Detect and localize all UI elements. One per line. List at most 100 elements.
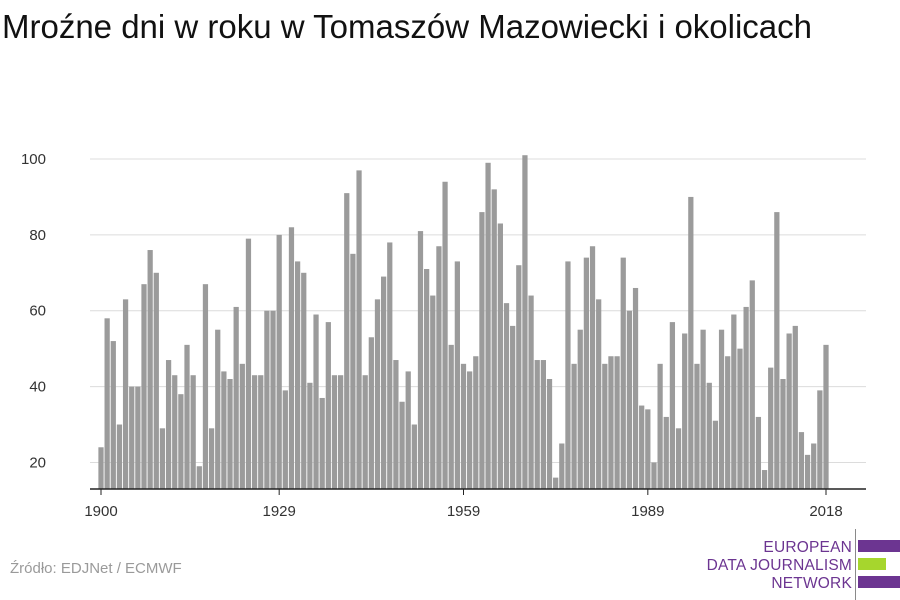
- bar: [411, 424, 417, 489]
- bar: [645, 409, 651, 489]
- bar: [288, 227, 295, 489]
- bar: [141, 284, 147, 489]
- logo-divider: [855, 529, 856, 600]
- bar: [227, 379, 233, 489]
- bar: [448, 344, 454, 489]
- bar: [381, 276, 387, 489]
- bar: [368, 337, 374, 489]
- bar: [122, 299, 129, 489]
- bar: [479, 212, 485, 489]
- source-note: Źródło: EDJNet / ECMWF: [10, 560, 182, 577]
- logo-line-european: EUROPEAN: [763, 539, 852, 556]
- bar: [632, 287, 639, 489]
- bar: [737, 348, 743, 489]
- bar: [153, 272, 159, 489]
- bar: [786, 333, 792, 489]
- y-tick-label: 100: [21, 151, 46, 168]
- bar: [270, 310, 276, 489]
- bar: [362, 375, 368, 489]
- bar: [571, 363, 577, 489]
- bar: [399, 401, 405, 489]
- bar: [350, 253, 356, 489]
- bar: [528, 295, 534, 489]
- x-tick-label: 1900: [84, 503, 117, 520]
- bar: [718, 329, 725, 489]
- bar: [503, 303, 510, 489]
- bar: [725, 356, 731, 489]
- bar: [424, 269, 430, 489]
- bar: [454, 261, 460, 489]
- bar: [485, 162, 491, 490]
- bar: [522, 155, 528, 489]
- bar: [565, 261, 571, 489]
- bar: [473, 356, 479, 489]
- bar: [602, 363, 608, 489]
- y-tick-label: 20: [29, 454, 46, 471]
- logo-purple-bar-bottom: [858, 576, 900, 588]
- bar: [282, 390, 288, 489]
- edjnet-logo[interactable]: EUROPEAN DATA JOURNALISM NETWORK: [706, 529, 900, 600]
- bar: [374, 299, 381, 489]
- bar: [184, 344, 190, 489]
- bar: [626, 310, 633, 489]
- bar: [761, 470, 768, 489]
- bar: [780, 379, 786, 489]
- bar: [190, 375, 196, 489]
- bar: [356, 170, 362, 489]
- bar: [325, 322, 331, 489]
- bar: [233, 306, 239, 489]
- bar: [239, 363, 245, 489]
- x-tick-label: 1929: [262, 503, 295, 520]
- bar: [387, 242, 393, 489]
- bar: [516, 265, 522, 489]
- logo-line-data-journalism: DATA JOURNALISM: [706, 557, 852, 574]
- bar: [583, 257, 590, 489]
- bar: [546, 379, 553, 489]
- bar: [221, 371, 227, 489]
- bar: [559, 443, 565, 489]
- bar: [749, 280, 755, 489]
- bar: [319, 397, 325, 489]
- bar: [651, 462, 657, 489]
- bar: [804, 454, 811, 489]
- bar: [811, 443, 817, 489]
- bar: [675, 428, 682, 489]
- bar: [798, 432, 805, 489]
- bar: [202, 284, 209, 489]
- bar: [534, 360, 540, 489]
- bar: [98, 447, 104, 489]
- y-tick-label: 80: [29, 227, 46, 244]
- bar: [258, 375, 264, 489]
- bar: [608, 356, 614, 489]
- bar: [460, 363, 467, 489]
- bar: [393, 360, 399, 489]
- bar: [774, 212, 780, 489]
- bar: [657, 363, 663, 489]
- bar: [792, 325, 798, 489]
- bar: [823, 344, 829, 489]
- bar: [331, 375, 338, 489]
- bar: [165, 360, 172, 489]
- y-tick-label: 40: [29, 379, 46, 396]
- bar: [251, 375, 258, 489]
- bar: [491, 189, 497, 489]
- chart-title: Mroźne dni w roku w Tomaszów Mazowiecki …: [2, 8, 813, 45]
- bar: [768, 367, 774, 489]
- bar: [596, 299, 602, 489]
- bar: [663, 416, 669, 489]
- x-tick-label: 2018: [809, 503, 842, 520]
- bar: [276, 234, 282, 489]
- bar: [294, 261, 301, 489]
- bar: [430, 295, 436, 489]
- bar: [104, 318, 110, 489]
- x-tick-label: 1959: [447, 503, 480, 520]
- bar: [264, 310, 270, 489]
- bar: [743, 306, 749, 489]
- bar: [337, 375, 344, 489]
- bar: [442, 181, 448, 490]
- bar: [116, 424, 123, 489]
- bar: [129, 386, 135, 489]
- bar: [706, 382, 712, 489]
- bar: [700, 329, 706, 489]
- bar: [467, 371, 473, 489]
